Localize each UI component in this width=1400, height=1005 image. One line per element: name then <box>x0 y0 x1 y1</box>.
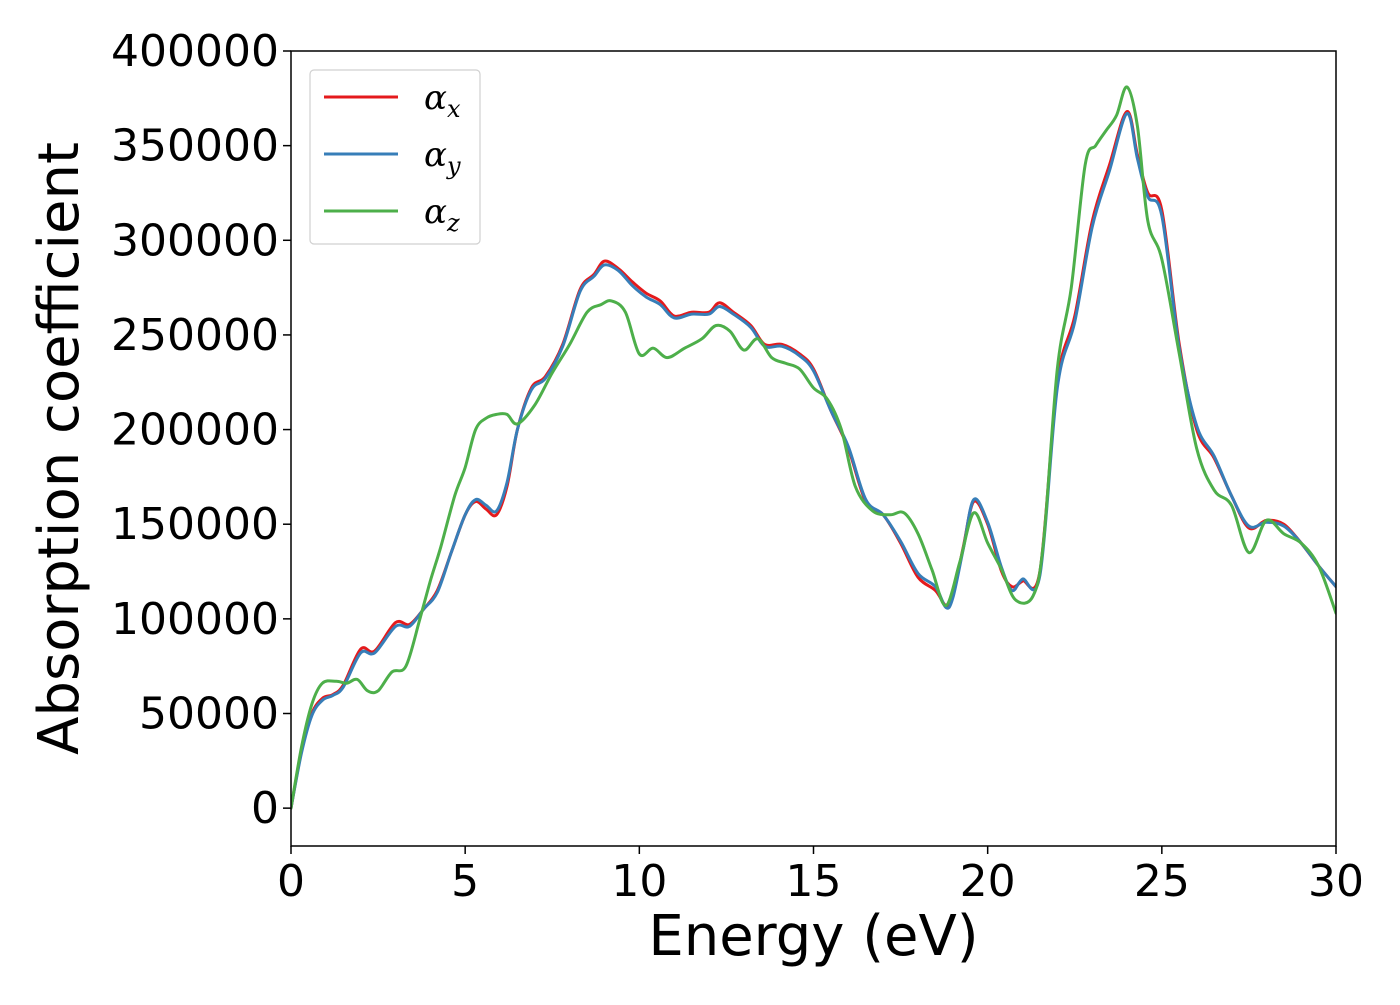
y-axis: 0 50000 100000 150000 200000 250000 300000 3500… <box>111 26 291 834</box>
y-tick-label: 350000 <box>111 121 279 172</box>
y-tick-label: 300000 <box>111 215 279 266</box>
x-tick-label: 25 <box>1134 856 1190 907</box>
y-axis-title: Absorption coefficient <box>27 142 92 755</box>
legend-label-y: αy <box>424 135 461 180</box>
x-tick-label: 10 <box>611 856 667 907</box>
legend: αx αy αz <box>309 69 481 245</box>
x-tick-label: 15 <box>786 856 842 907</box>
series-line-z <box>291 85 1336 810</box>
y-tick-label: 0 <box>251 783 279 834</box>
x-axis: 0 5 10 15 20 25 30 <box>277 846 1364 907</box>
y-tick-label: 100000 <box>111 594 279 645</box>
x-tick-label: 30 <box>1308 856 1364 907</box>
y-tick-label: 250000 <box>111 310 279 361</box>
legend-label-z: αz <box>424 192 460 237</box>
y-tick-label: 200000 <box>111 405 279 456</box>
x-tick-label: 20 <box>960 856 1016 907</box>
x-axis-title: Energy (eV) <box>648 904 978 969</box>
x-tick-label: 0 <box>277 856 305 907</box>
series-line-y <box>291 111 1336 810</box>
y-tick-label: 50000 <box>139 689 279 740</box>
y-tick-label: 150000 <box>111 499 279 550</box>
legend-label-x: αx <box>424 78 461 123</box>
plot-series <box>291 85 1336 810</box>
y-tick-label: 400000 <box>111 26 279 77</box>
legend-box <box>309 69 481 245</box>
x-tick-label: 5 <box>451 856 479 907</box>
